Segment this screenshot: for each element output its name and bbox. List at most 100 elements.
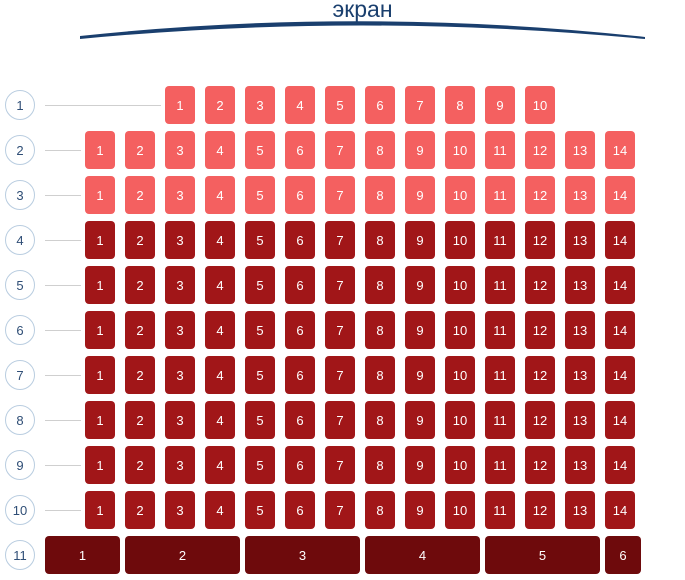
seat-row4-2[interactable]: 2 bbox=[125, 221, 155, 259]
seat-row8-2[interactable]: 2 bbox=[125, 401, 155, 439]
seat-row5-6[interactable]: 6 bbox=[285, 266, 315, 304]
seat-row5-7[interactable]: 7 bbox=[325, 266, 355, 304]
seat-row4-9[interactable]: 9 bbox=[405, 221, 435, 259]
seat-row2-14[interactable]: 14 bbox=[605, 131, 635, 169]
seat-row10-8[interactable]: 8 bbox=[365, 491, 395, 529]
seat-row9-13[interactable]: 13 bbox=[565, 446, 595, 484]
seat-row7-1[interactable]: 1 bbox=[85, 356, 115, 394]
seat-row7-11[interactable]: 11 bbox=[485, 356, 515, 394]
seat-row4-12[interactable]: 12 bbox=[525, 221, 555, 259]
seat-row2-1[interactable]: 1 bbox=[85, 131, 115, 169]
seat-row1-10[interactable]: 10 bbox=[525, 86, 555, 124]
seat-row10-2[interactable]: 2 bbox=[125, 491, 155, 529]
seat-row9-4[interactable]: 4 bbox=[205, 446, 235, 484]
seat-row8-5[interactable]: 5 bbox=[245, 401, 275, 439]
seat-row5-4[interactable]: 4 bbox=[205, 266, 235, 304]
seat-row1-3[interactable]: 3 bbox=[245, 86, 275, 124]
seat-row6-9[interactable]: 9 bbox=[405, 311, 435, 349]
seat-row6-4[interactable]: 4 bbox=[205, 311, 235, 349]
seat-row5-2[interactable]: 2 bbox=[125, 266, 155, 304]
seat-row6-13[interactable]: 13 bbox=[565, 311, 595, 349]
seat-row5-13[interactable]: 13 bbox=[565, 266, 595, 304]
seat-row5-10[interactable]: 10 bbox=[445, 266, 475, 304]
seat-row1-6[interactable]: 6 bbox=[365, 86, 395, 124]
seat-row10-12[interactable]: 12 bbox=[525, 491, 555, 529]
seat-row8-3[interactable]: 3 bbox=[165, 401, 195, 439]
seat-row9-11[interactable]: 11 bbox=[485, 446, 515, 484]
seat-row7-4[interactable]: 4 bbox=[205, 356, 235, 394]
seat-row8-12[interactable]: 12 bbox=[525, 401, 555, 439]
seat-row9-5[interactable]: 5 bbox=[245, 446, 275, 484]
seat-row6-12[interactable]: 12 bbox=[525, 311, 555, 349]
seat-row3-14[interactable]: 14 bbox=[605, 176, 635, 214]
seat-row2-9[interactable]: 9 bbox=[405, 131, 435, 169]
seat-row9-7[interactable]: 7 bbox=[325, 446, 355, 484]
seat-row2-6[interactable]: 6 bbox=[285, 131, 315, 169]
seat-row1-8[interactable]: 8 bbox=[445, 86, 475, 124]
seat-row5-12[interactable]: 12 bbox=[525, 266, 555, 304]
sofa-seat-3[interactable]: 3 bbox=[245, 536, 360, 574]
seat-row5-3[interactable]: 3 bbox=[165, 266, 195, 304]
seat-row4-14[interactable]: 14 bbox=[605, 221, 635, 259]
seat-row8-4[interactable]: 4 bbox=[205, 401, 235, 439]
seat-row9-1[interactable]: 1 bbox=[85, 446, 115, 484]
seat-row1-2[interactable]: 2 bbox=[205, 86, 235, 124]
seat-row3-3[interactable]: 3 bbox=[165, 176, 195, 214]
seat-row7-14[interactable]: 14 bbox=[605, 356, 635, 394]
seat-row10-4[interactable]: 4 bbox=[205, 491, 235, 529]
seat-row3-8[interactable]: 8 bbox=[365, 176, 395, 214]
seat-row6-11[interactable]: 11 bbox=[485, 311, 515, 349]
sofa-seat-4[interactable]: 4 bbox=[365, 536, 480, 574]
seat-row4-6[interactable]: 6 bbox=[285, 221, 315, 259]
seat-row10-13[interactable]: 13 bbox=[565, 491, 595, 529]
seat-row9-10[interactable]: 10 bbox=[445, 446, 475, 484]
seat-row7-12[interactable]: 12 bbox=[525, 356, 555, 394]
seat-row9-8[interactable]: 8 bbox=[365, 446, 395, 484]
seat-row5-5[interactable]: 5 bbox=[245, 266, 275, 304]
seat-row10-9[interactable]: 9 bbox=[405, 491, 435, 529]
seat-row10-11[interactable]: 11 bbox=[485, 491, 515, 529]
seat-row9-2[interactable]: 2 bbox=[125, 446, 155, 484]
seat-row9-3[interactable]: 3 bbox=[165, 446, 195, 484]
seat-row5-8[interactable]: 8 bbox=[365, 266, 395, 304]
seat-row10-14[interactable]: 14 bbox=[605, 491, 635, 529]
seat-row4-8[interactable]: 8 bbox=[365, 221, 395, 259]
seat-row4-5[interactable]: 5 bbox=[245, 221, 275, 259]
seat-row8-6[interactable]: 6 bbox=[285, 401, 315, 439]
seat-row4-1[interactable]: 1 bbox=[85, 221, 115, 259]
seat-row2-12[interactable]: 12 bbox=[525, 131, 555, 169]
seat-row6-7[interactable]: 7 bbox=[325, 311, 355, 349]
seat-row2-10[interactable]: 10 bbox=[445, 131, 475, 169]
seat-row5-1[interactable]: 1 bbox=[85, 266, 115, 304]
seat-row4-11[interactable]: 11 bbox=[485, 221, 515, 259]
seat-row6-5[interactable]: 5 bbox=[245, 311, 275, 349]
seat-row3-13[interactable]: 13 bbox=[565, 176, 595, 214]
seat-row2-13[interactable]: 13 bbox=[565, 131, 595, 169]
seat-row7-2[interactable]: 2 bbox=[125, 356, 155, 394]
seat-row5-11[interactable]: 11 bbox=[485, 266, 515, 304]
seat-row5-9[interactable]: 9 bbox=[405, 266, 435, 304]
seat-row6-14[interactable]: 14 bbox=[605, 311, 635, 349]
seat-row3-2[interactable]: 2 bbox=[125, 176, 155, 214]
seat-row2-7[interactable]: 7 bbox=[325, 131, 355, 169]
seat-row10-5[interactable]: 5 bbox=[245, 491, 275, 529]
seat-row7-8[interactable]: 8 bbox=[365, 356, 395, 394]
seat-row6-2[interactable]: 2 bbox=[125, 311, 155, 349]
seat-row1-7[interactable]: 7 bbox=[405, 86, 435, 124]
seat-row4-3[interactable]: 3 bbox=[165, 221, 195, 259]
seat-row2-3[interactable]: 3 bbox=[165, 131, 195, 169]
seat-row10-10[interactable]: 10 bbox=[445, 491, 475, 529]
seat-row8-8[interactable]: 8 bbox=[365, 401, 395, 439]
seat-row2-5[interactable]: 5 bbox=[245, 131, 275, 169]
seat-row4-10[interactable]: 10 bbox=[445, 221, 475, 259]
seat-row1-1[interactable]: 1 bbox=[165, 86, 195, 124]
seat-row3-12[interactable]: 12 bbox=[525, 176, 555, 214]
seat-row2-4[interactable]: 4 bbox=[205, 131, 235, 169]
seat-row3-11[interactable]: 11 bbox=[485, 176, 515, 214]
seat-row1-5[interactable]: 5 bbox=[325, 86, 355, 124]
seat-row8-11[interactable]: 11 bbox=[485, 401, 515, 439]
seat-row7-5[interactable]: 5 bbox=[245, 356, 275, 394]
seat-row7-9[interactable]: 9 bbox=[405, 356, 435, 394]
seat-row9-6[interactable]: 6 bbox=[285, 446, 315, 484]
sofa-seat-6[interactable]: 6 bbox=[605, 536, 641, 574]
